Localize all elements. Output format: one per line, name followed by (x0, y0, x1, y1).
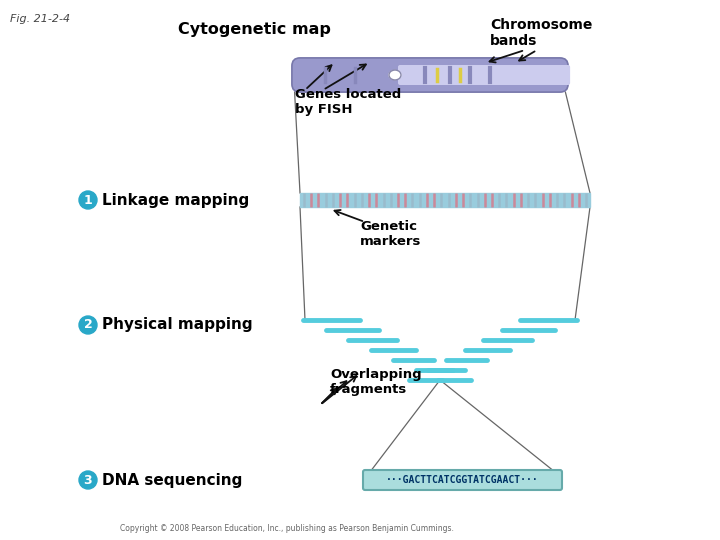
Text: ···GACTTCATCGGTATCGAACT···: ···GACTTCATCGGTATCGAACT··· (386, 475, 539, 485)
FancyBboxPatch shape (292, 58, 568, 92)
Text: Overlapping
fragments: Overlapping fragments (330, 368, 422, 396)
Text: Copyright © 2008 Pearson Education, Inc., publishing as Pearson Benjamin Cumming: Copyright © 2008 Pearson Education, Inc.… (120, 524, 454, 533)
Text: Linkage mapping: Linkage mapping (102, 192, 249, 207)
FancyBboxPatch shape (398, 65, 570, 85)
Text: Genetic
markers: Genetic markers (360, 220, 421, 248)
Text: 3: 3 (84, 474, 92, 487)
Text: Chromosome
bands: Chromosome bands (490, 18, 593, 48)
Bar (300, 193, 590, 207)
Text: 2: 2 (84, 319, 92, 332)
Ellipse shape (389, 71, 401, 79)
Text: Physical mapping: Physical mapping (102, 318, 253, 333)
Text: DNA sequencing: DNA sequencing (102, 472, 243, 488)
Text: Genes located
by FISH: Genes located by FISH (295, 88, 401, 116)
FancyBboxPatch shape (363, 470, 562, 490)
Text: 1: 1 (84, 193, 92, 206)
Text: Fig. 21-2-4: Fig. 21-2-4 (10, 14, 70, 24)
Circle shape (79, 471, 97, 489)
Circle shape (79, 316, 97, 334)
Circle shape (79, 191, 97, 209)
Text: Cytogenetic map: Cytogenetic map (178, 22, 331, 37)
